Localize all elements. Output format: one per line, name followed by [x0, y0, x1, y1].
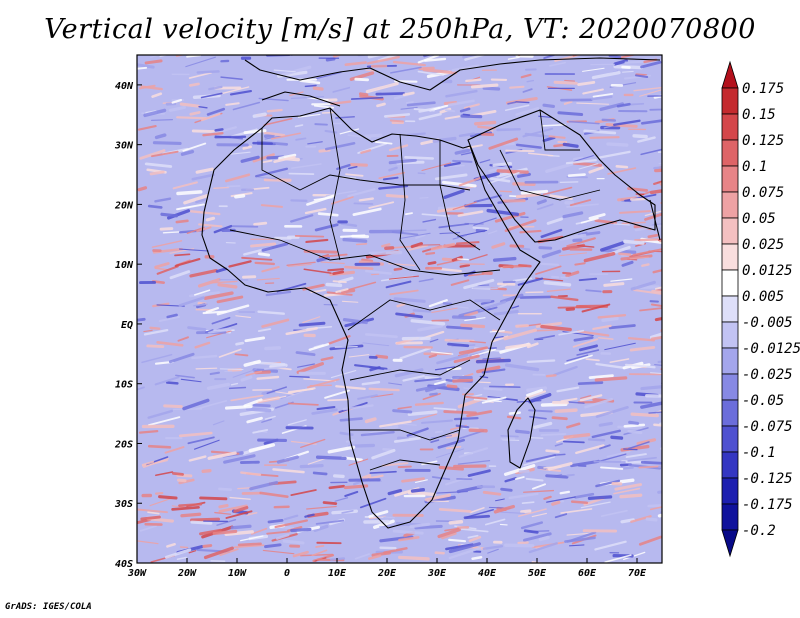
colorbar-top-triangle: [721, 60, 739, 89]
colorbar-level-label: 0.175: [742, 81, 784, 97]
lat-tick-label: 30S: [114, 499, 133, 510]
colorbar-level-label: -0.075: [742, 419, 793, 435]
madagascar-coastline: [507, 397, 536, 469]
lon-tick-label: 50E: [528, 568, 547, 579]
colorbar-swatch: [721, 425, 739, 453]
lat-tick-label: EQ: [121, 320, 133, 331]
lon-tick-label: 0: [284, 568, 290, 579]
colorbar-swatch: [721, 451, 739, 479]
colorbar-level-label: 0.05: [742, 211, 776, 227]
colorbar-level-label: 0.15: [742, 107, 776, 123]
colorbar-level-label: 0.075: [742, 185, 784, 201]
arabia-coastline: [467, 109, 656, 243]
colorbar-swatch: [721, 295, 739, 323]
axis-ticks: 30W 20W 10W 0 10E 20E 30E 40E 50E 60E 70E 40N 30N 20N…: [114, 81, 647, 579]
colorbar-level-label: -0.125: [742, 471, 793, 487]
colorbar-level-label: 0.1: [742, 159, 767, 175]
europe-coastline: [244, 57, 661, 91]
colorbar-level-label: 0.005: [742, 289, 784, 305]
lon-tick-label: 70E: [628, 568, 647, 579]
lat-tick-label: 40N: [115, 81, 134, 92]
colorbar-bottom-triangle: [721, 529, 739, 558]
colorbar-swatch: [721, 87, 739, 115]
mediterranean-south: [261, 91, 341, 107]
colorbar-swatch: [721, 503, 739, 531]
colorbar-swatch: [721, 139, 739, 167]
lon-tick-label: 30E: [427, 568, 447, 579]
colorbar-swatch: [721, 373, 739, 401]
colorbar-swatch: [721, 269, 739, 297]
colorbar-level-label: 0.0125: [742, 263, 793, 279]
colorbar-swatch: [721, 243, 739, 271]
lat-tick-label: 20N: [114, 200, 134, 211]
colorbar-swatch: [721, 477, 739, 505]
lon-tick-label: 10W: [228, 568, 247, 579]
colorbar-swatch: [721, 217, 739, 245]
colorbar-level-label: -0.1: [742, 445, 776, 461]
lat-tick-label: 40S: [115, 559, 133, 570]
colorbar-swatch: [721, 191, 739, 219]
colorbar-level-label: -0.0125: [742, 341, 800, 357]
lat-tick-label: 30N: [114, 141, 134, 152]
lon-tick-label: 60E: [578, 568, 597, 579]
colorbar-level-label: -0.025: [742, 367, 793, 383]
lon-tick-label: 20E: [377, 568, 397, 579]
colorbar-level-label: 0.025: [742, 237, 784, 253]
map-title: Vertical velocity [m/s] at 250hPa, VT: 2…: [44, 14, 756, 45]
colorbar-swatch: [721, 165, 739, 193]
coastlines: [201, 57, 661, 529]
grads-credit: GrADS: IGES/COLA: [5, 602, 92, 612]
colorbar-level-label: -0.2: [742, 523, 776, 539]
colorbar-level-label: -0.175: [742, 497, 793, 513]
lon-tick-label: 10E: [328, 568, 347, 579]
colorbar-swatch: [721, 113, 739, 141]
colorbar-level-label: -0.05: [742, 393, 784, 409]
colorbar-level-label: 0.125: [742, 133, 784, 149]
africa-coastline: [201, 107, 541, 529]
lat-tick-label: 20S: [114, 439, 133, 450]
lon-tick-label: 30W: [127, 568, 147, 579]
lat-tick-label: 10N: [115, 260, 134, 271]
lon-tick-label: 40E: [478, 568, 497, 579]
country-borders: [229, 107, 601, 471]
colorbar-swatch: [721, 347, 739, 375]
colorbar: 0.175 0.15 0.125 0.1 0.075 0.05 0.025 0.0125 0.0…: [721, 60, 800, 558]
colorbar-swatch: [721, 321, 739, 349]
lat-tick-label: 10S: [115, 380, 133, 391]
india-coastline: [649, 199, 661, 241]
colorbar-swatch: [721, 399, 739, 427]
plot-frame: [136, 54, 663, 564]
lon-tick-label: 20W: [177, 568, 197, 579]
colorbar-level-label: -0.005: [742, 315, 793, 331]
velocity-field: [137, 55, 662, 563]
